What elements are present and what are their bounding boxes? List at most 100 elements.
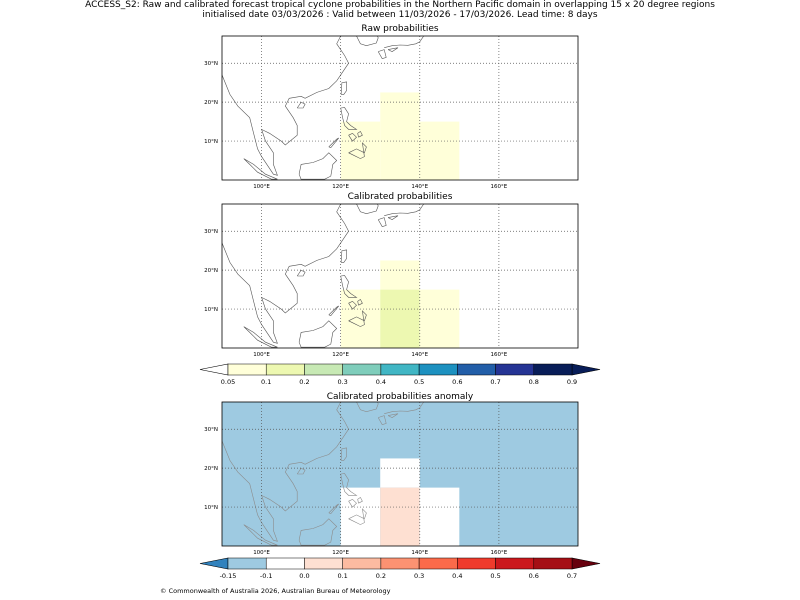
colorbar-segment bbox=[533, 363, 573, 376]
y-tick-label: 30°N bbox=[204, 427, 218, 433]
colorbar-tick-label: 0.0 bbox=[299, 572, 309, 580]
colorbar-tick-label: 0.1 bbox=[261, 378, 271, 386]
figure-title-line2: initialised date 03/03/2026 : Valid betw… bbox=[202, 10, 598, 20]
coastline bbox=[357, 298, 363, 306]
probability-cell bbox=[380, 260, 420, 290]
coastline bbox=[377, 49, 387, 59]
probability-cell bbox=[380, 289, 420, 348]
colorbar-segment bbox=[380, 557, 420, 570]
colorbar-under-extension bbox=[199, 363, 229, 376]
colorbar-tick-label: 0.7 bbox=[490, 378, 500, 386]
panel-title-calibrated: Calibrated probabilities bbox=[347, 192, 453, 202]
coastline bbox=[328, 305, 339, 317]
coastline bbox=[328, 503, 339, 515]
colorbar-tick-label: 0.2 bbox=[299, 378, 309, 386]
coastline bbox=[377, 415, 387, 425]
probability-cell bbox=[380, 458, 420, 488]
colorbar-tick-label: 0.9 bbox=[567, 378, 577, 386]
map-frame bbox=[221, 203, 579, 349]
coastline bbox=[296, 269, 306, 277]
colorbar-tick-label: 0.4 bbox=[452, 572, 462, 580]
coastlines bbox=[222, 36, 424, 180]
coastline bbox=[340, 473, 358, 496]
coastline bbox=[384, 402, 424, 414]
colorbar-tick-label: 0.5 bbox=[490, 572, 500, 580]
probability-cell bbox=[419, 121, 460, 180]
coastline bbox=[328, 137, 339, 149]
colorbar-segment bbox=[457, 557, 496, 570]
x-tick-label: 120°E bbox=[332, 184, 349, 190]
x-tick-label: 140°E bbox=[411, 352, 428, 358]
coastline bbox=[340, 249, 347, 263]
colorbar-segment bbox=[342, 363, 382, 376]
colorbar-over-extension bbox=[571, 363, 601, 376]
colorbar-segment bbox=[342, 557, 382, 570]
coastline bbox=[356, 36, 379, 47]
colorbar-segment bbox=[227, 363, 267, 376]
coastline bbox=[340, 81, 347, 95]
probability-cell bbox=[419, 487, 460, 546]
x-tick-label: 160°E bbox=[491, 184, 508, 190]
coastline bbox=[340, 447, 347, 461]
colorbar-tick-label: 0.6 bbox=[452, 378, 462, 386]
coastline bbox=[357, 496, 363, 504]
colorbar-segment bbox=[265, 557, 305, 570]
coastline bbox=[296, 467, 306, 475]
coastline bbox=[296, 101, 306, 109]
coastline bbox=[298, 320, 338, 348]
panel-title-raw: Raw probabilities bbox=[361, 24, 439, 34]
colorbar-segment bbox=[304, 363, 343, 376]
x-tick-label: 100°E bbox=[253, 184, 270, 190]
coastlines bbox=[222, 204, 424, 348]
probability-cell bbox=[419, 289, 460, 348]
coastline bbox=[340, 275, 358, 298]
colorbar-tick-label: 0.3 bbox=[414, 572, 424, 580]
coastlines bbox=[222, 402, 424, 546]
y-tick-label: 20°N bbox=[204, 466, 218, 472]
coastline bbox=[377, 217, 387, 227]
colorbar-segment bbox=[304, 557, 343, 570]
coastline bbox=[348, 300, 357, 310]
coastline bbox=[356, 402, 379, 413]
colorbar-segment bbox=[418, 557, 458, 570]
colorbar-tick-label: -0.15 bbox=[220, 572, 237, 580]
coastline bbox=[387, 215, 399, 220]
x-tick-label: 120°E bbox=[332, 550, 349, 556]
coastline bbox=[357, 130, 363, 138]
y-tick-label: 10°N bbox=[204, 307, 218, 313]
map-panel-1: 100°E 120°E 140°E 160°E 10°N 20°N 30°N bbox=[204, 35, 579, 190]
probability-cell bbox=[380, 92, 420, 180]
colorbar-tick-label: 0.7 bbox=[567, 572, 577, 580]
colorbar-tick-label: 0.4 bbox=[376, 378, 386, 386]
colorbar-tick-label: 0.3 bbox=[337, 378, 347, 386]
probability-cell bbox=[380, 487, 420, 546]
coastline bbox=[222, 204, 349, 344]
x-tick-label: 120°E bbox=[332, 352, 349, 358]
coastline bbox=[348, 142, 367, 159]
coastline bbox=[298, 518, 338, 546]
coastline bbox=[348, 498, 357, 508]
coastline bbox=[348, 508, 367, 525]
colorbar-tick-label: 0.2 bbox=[376, 572, 386, 580]
colorbar-segment bbox=[533, 557, 573, 570]
x-tick-label: 160°E bbox=[491, 550, 508, 556]
y-tick-label: 10°N bbox=[204, 139, 218, 145]
coastline bbox=[384, 204, 424, 216]
coastline bbox=[387, 47, 399, 52]
coastline bbox=[348, 132, 357, 142]
y-tick-label: 30°N bbox=[204, 61, 218, 67]
colorbar-segment bbox=[380, 363, 420, 376]
colorbar-tick-label: 0.05 bbox=[221, 378, 235, 386]
colorbar-tick-label: -0.1 bbox=[260, 572, 273, 580]
colorbar-segment bbox=[227, 557, 267, 570]
x-tick-label: 140°E bbox=[411, 184, 428, 190]
coastline bbox=[387, 413, 399, 418]
colorbar-tick-label: 0.5 bbox=[414, 378, 424, 386]
y-tick-label: 20°N bbox=[204, 100, 218, 106]
colorbar-segment bbox=[495, 363, 535, 376]
panel-title-anomaly: Calibrated probabilities anomaly bbox=[326, 392, 474, 402]
colorbar-tick-label: 0.8 bbox=[529, 378, 539, 386]
y-tick-label: 20°N bbox=[204, 268, 218, 274]
x-tick-label: 140°E bbox=[411, 550, 428, 556]
